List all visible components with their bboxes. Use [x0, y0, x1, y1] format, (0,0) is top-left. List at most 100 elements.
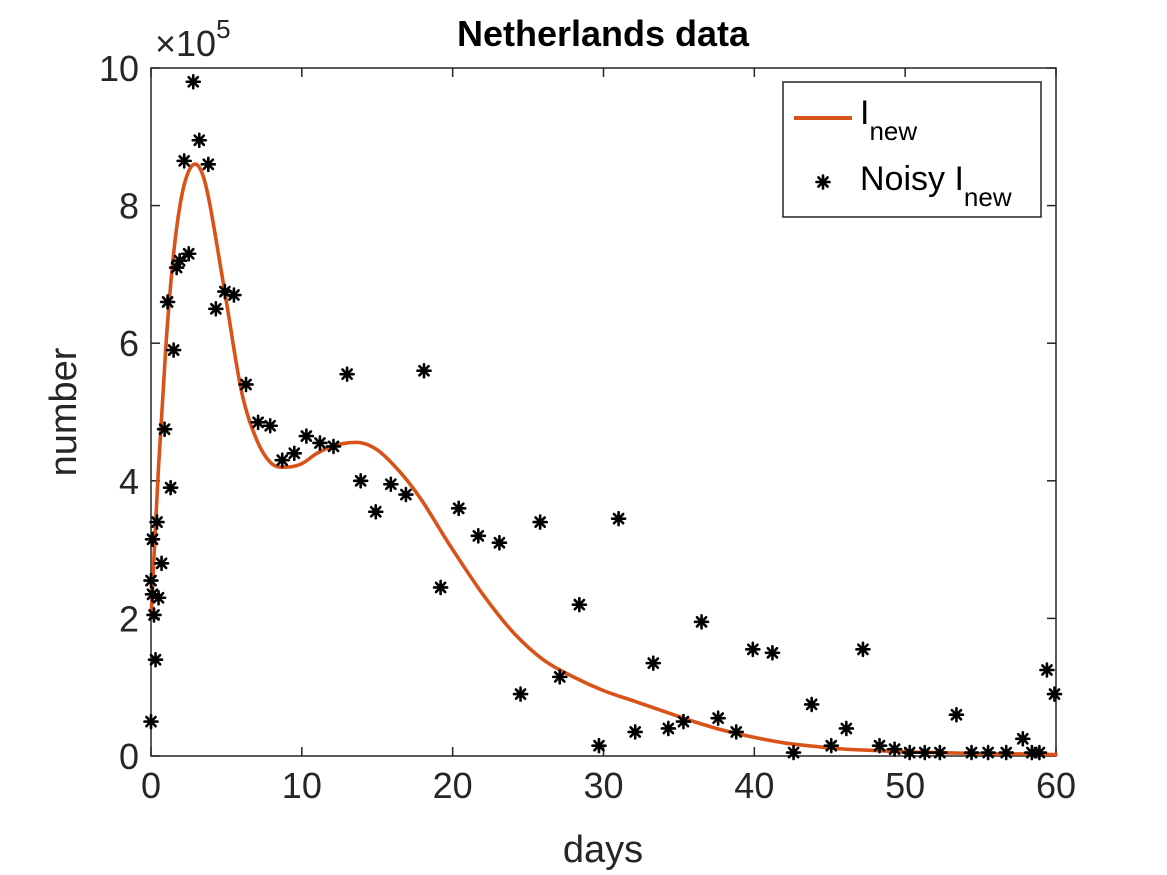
- scatter-point: [274, 452, 291, 468]
- legend: Inew Noisy Inew: [782, 81, 1042, 218]
- scatter-point: [143, 572, 159, 589]
- x-tick-label: 60: [1036, 765, 1076, 806]
- scatter-point: [512, 686, 529, 702]
- x-tick-label: 30: [583, 765, 623, 806]
- scatter-point: [491, 534, 508, 551]
- scatter-point: [591, 737, 607, 754]
- scatter-point: [367, 503, 384, 520]
- y-exponent-power: 5: [216, 14, 230, 44]
- scatter-point: [286, 445, 303, 462]
- scatter-point: [728, 724, 745, 740]
- scatter-point: [165, 342, 182, 358]
- legend-line-sub: new: [869, 116, 917, 146]
- scatter-point: [156, 421, 173, 438]
- scatter-point: [238, 376, 254, 393]
- scatter-point: [675, 713, 692, 730]
- y-tick-label: 8: [119, 186, 139, 227]
- scatter-point: [153, 555, 170, 572]
- scatter-point: [352, 472, 369, 489]
- y-tick-label: 4: [119, 461, 139, 502]
- scatter-point: [1039, 662, 1055, 678]
- scatter-point: [1015, 730, 1031, 747]
- scatter-point: [432, 579, 449, 596]
- y-exponent-label: ×105: [155, 14, 231, 64]
- scatter-point: [470, 528, 487, 544]
- scatter-point: [262, 417, 278, 434]
- x-tick-label: 50: [885, 765, 925, 806]
- x-tick-label: 10: [282, 765, 322, 806]
- scatter-point: [144, 531, 161, 548]
- scatter-point: [803, 696, 820, 713]
- y-tick-label: 0: [119, 736, 139, 777]
- x-tick-label: 20: [433, 765, 473, 806]
- ticks-layer: 0 10 20 30 40 50 60 0 2 4 6 8 10: [99, 48, 1076, 806]
- scatter-point: [143, 713, 159, 730]
- chart-title: Netherlands data: [457, 13, 750, 54]
- scatter-point: [159, 294, 176, 310]
- scatter-point: [571, 596, 588, 613]
- scatter-point: [932, 744, 948, 761]
- scatter-point: [660, 720, 677, 737]
- scatter-point: [645, 655, 662, 671]
- scatter-point: [886, 741, 903, 757]
- legend-label-line: Inew: [860, 94, 917, 146]
- scatter-point: [312, 435, 328, 451]
- scatter-point: [383, 476, 399, 493]
- scatter-point: [710, 710, 726, 726]
- legend-scatter-sub: new: [964, 182, 1012, 212]
- legend-marker-swatch: [815, 174, 831, 190]
- scatter-point: [1046, 686, 1063, 702]
- scatter-point: [980, 744, 996, 761]
- scatter-point: [693, 614, 710, 630]
- x-tick-label: 0: [141, 765, 161, 806]
- scatter-point: [963, 744, 980, 761]
- scatter-point: [180, 245, 197, 262]
- scatter-point: [764, 644, 781, 661]
- y-tick-label: 2: [119, 598, 139, 639]
- legend-box: [782, 81, 1042, 218]
- scatter-point: [200, 156, 217, 173]
- y-tick-label: 6: [119, 323, 139, 364]
- scatter-point: [398, 486, 414, 503]
- scatter-point: [191, 132, 208, 149]
- legend-line-main: I: [860, 94, 869, 132]
- plot-layer: [143, 73, 1063, 761]
- scatter-point: [147, 651, 164, 668]
- scatter-point: [916, 744, 933, 761]
- scatter-point: [171, 252, 188, 269]
- x-tick-label: 40: [734, 765, 774, 806]
- scatter-point: [627, 724, 643, 740]
- scatter-point: [855, 641, 871, 658]
- scatter-point: [149, 514, 165, 530]
- y-exponent-base: ×10: [155, 23, 216, 64]
- scatter-point: [532, 514, 548, 530]
- scatter-point: [176, 153, 192, 169]
- y-axis-label: number: [43, 347, 85, 476]
- legend-label-scatter: Noisy Inew: [860, 160, 1012, 212]
- scatter-point: [150, 589, 167, 606]
- scatter-point: [551, 669, 568, 685]
- scatter-point: [838, 720, 855, 737]
- scatter-point: [610, 510, 627, 527]
- legend-scatter-main: Noisy I: [860, 160, 964, 198]
- scatter-point: [901, 744, 918, 761]
- scatter-point: [146, 607, 162, 623]
- scatter-point: [226, 287, 242, 303]
- scatter-point: [298, 428, 315, 444]
- scatter-point: [208, 300, 224, 317]
- scatter-point: [416, 362, 432, 379]
- scatter-point: [1031, 744, 1048, 761]
- scatter-point: [162, 479, 179, 496]
- scatter-point: [450, 500, 467, 517]
- x-axis-label: days: [563, 829, 643, 871]
- scatter-point: [745, 641, 761, 658]
- scatter-point: [325, 438, 342, 455]
- scatter-point: [339, 366, 355, 382]
- y-tick-label: 10: [99, 48, 139, 89]
- series-line-i-new: [149, 162, 1058, 757]
- scatter-point: [823, 737, 840, 754]
- scatter-point: [998, 744, 1015, 761]
- scatter-point: [185, 73, 202, 90]
- scatter-point: [871, 737, 888, 754]
